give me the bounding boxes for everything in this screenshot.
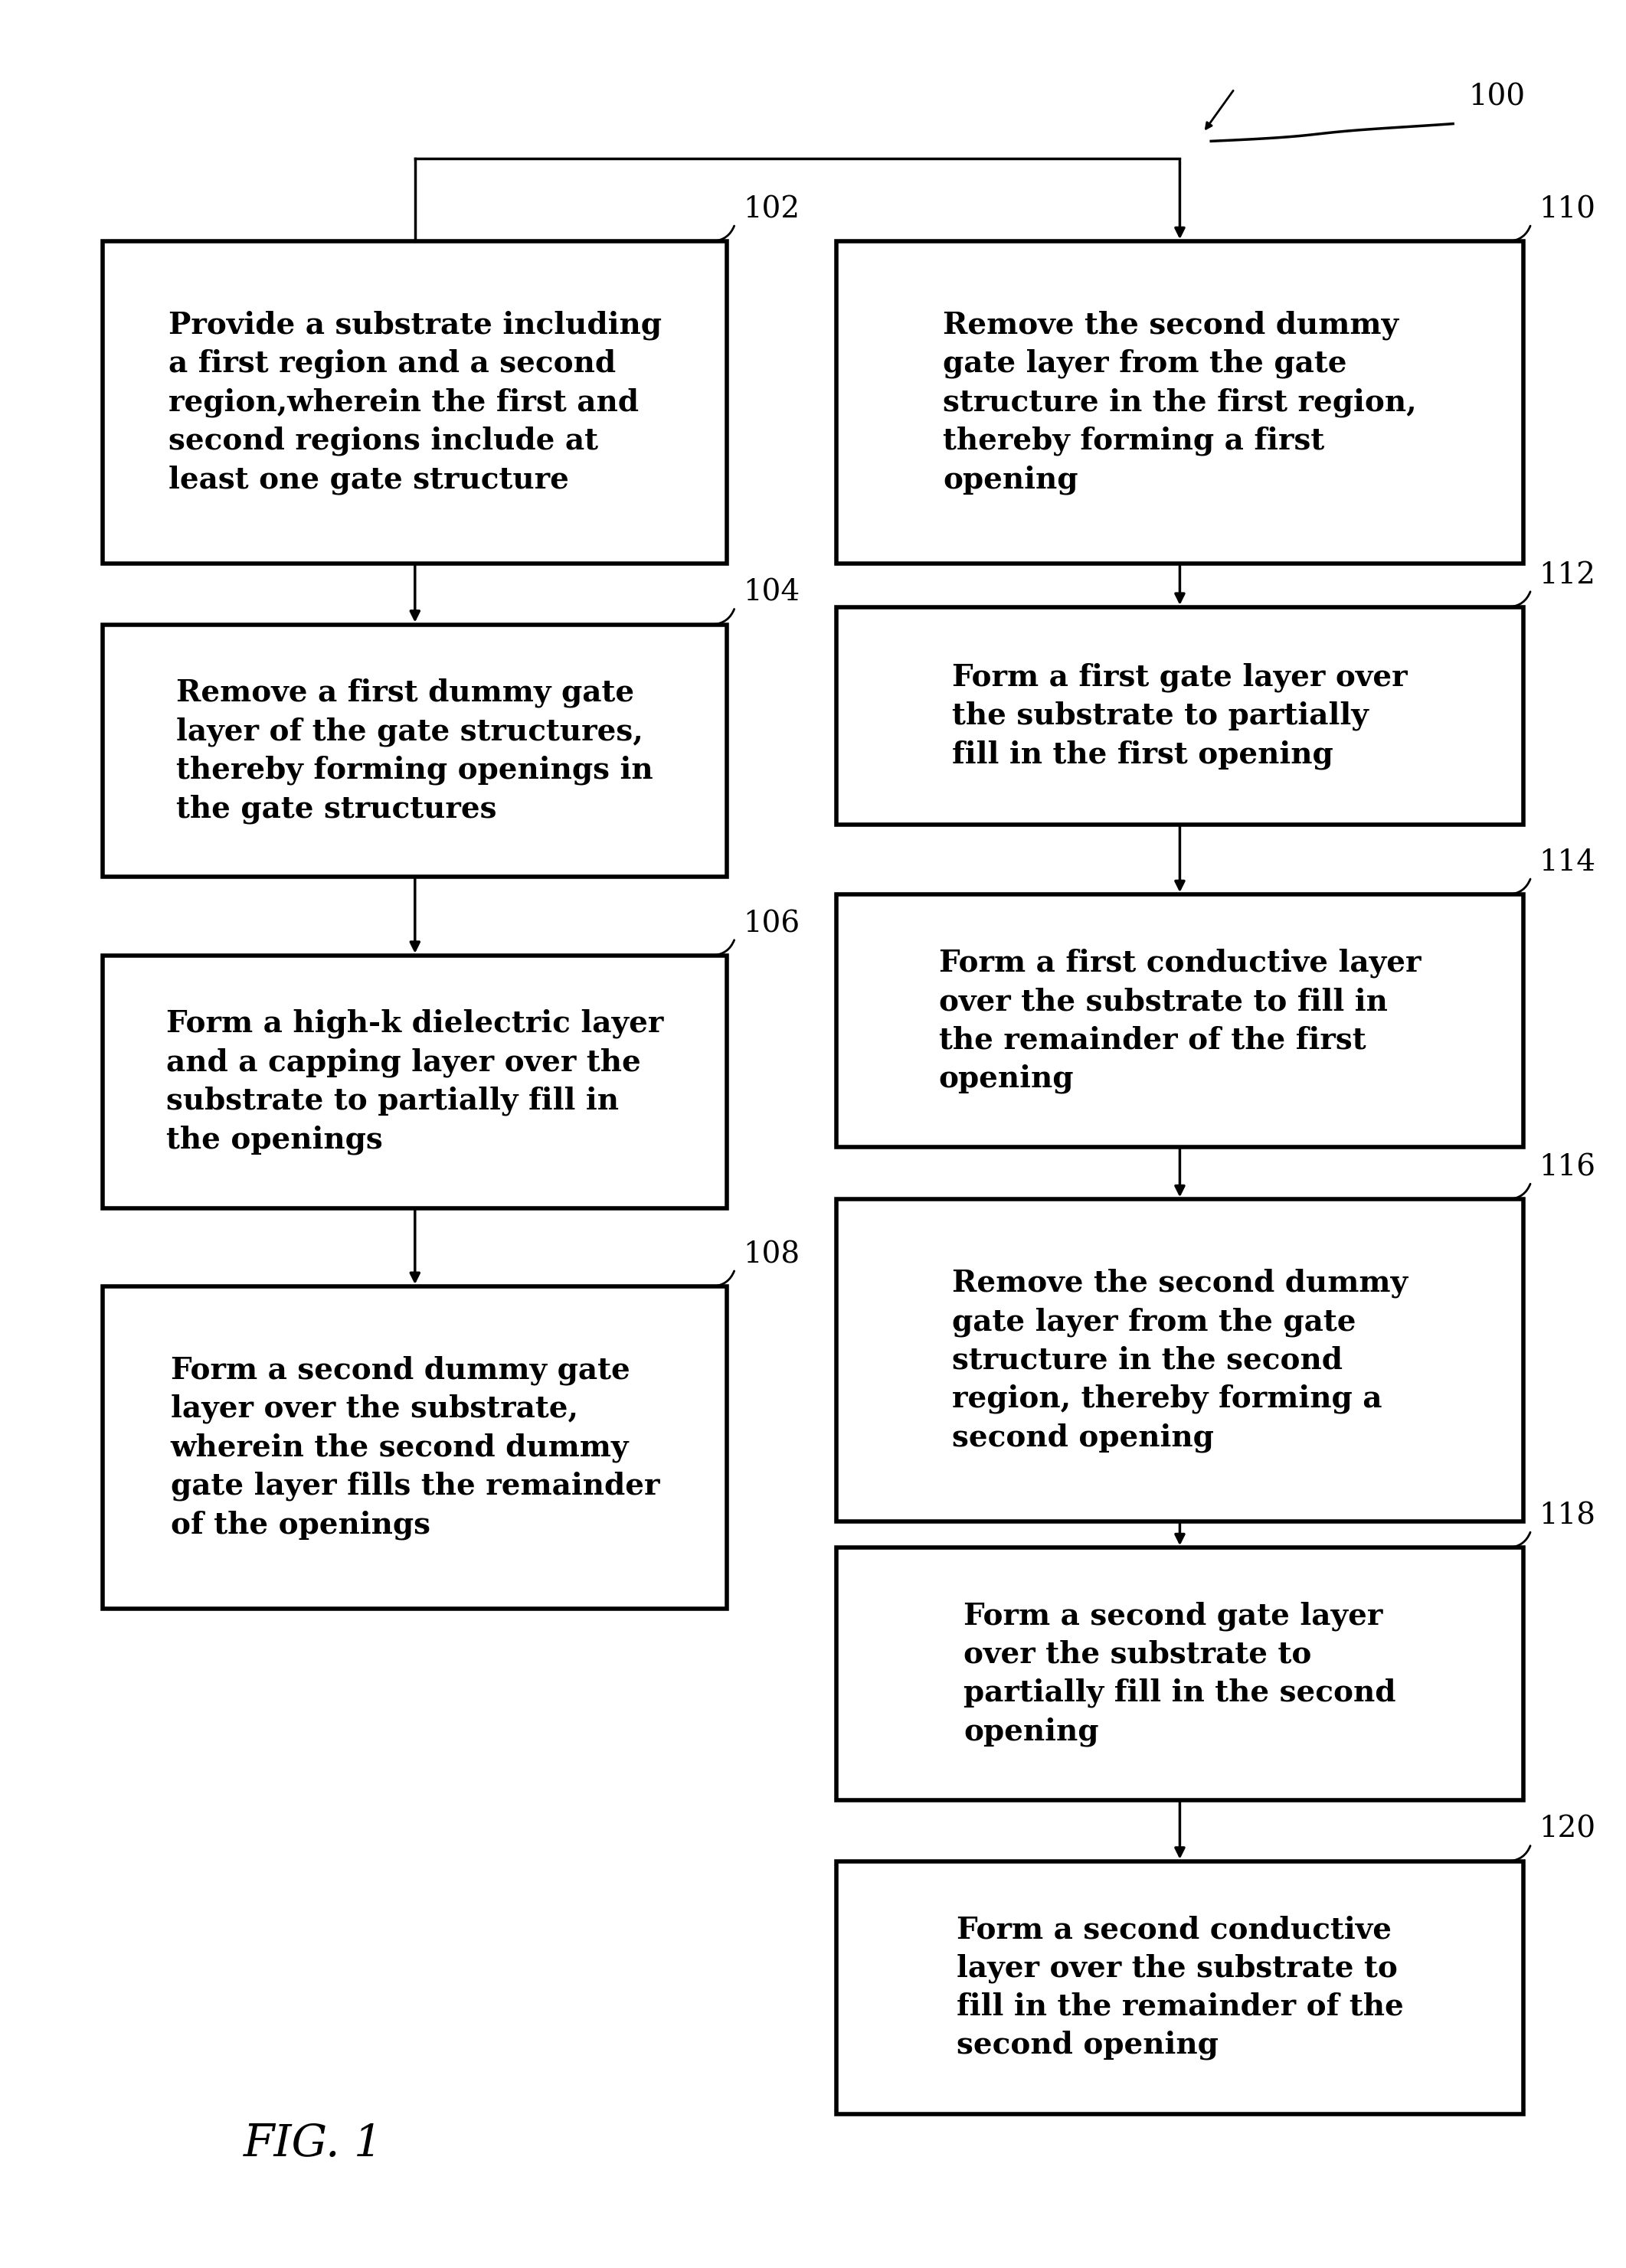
Text: Provide a substrate including
a first region and a second
region,wherein the fir: Provide a substrate including a first re… bbox=[169, 311, 662, 494]
Text: 104: 104 bbox=[743, 578, 800, 608]
Text: Remove the second dummy
gate layer from the gate
structure in the first region,
: Remove the second dummy gate layer from … bbox=[943, 311, 1416, 494]
Text: 106: 106 bbox=[743, 909, 800, 939]
Text: 114: 114 bbox=[1538, 848, 1595, 878]
Text: Remove the second dummy
gate layer from the gate
structure in the second
region,: Remove the second dummy gate layer from … bbox=[951, 1268, 1408, 1452]
Text: 118: 118 bbox=[1538, 1501, 1595, 1531]
Text: Remove a first dummy gate
layer of the gate structures,
thereby forming openings: Remove a first dummy gate layer of the g… bbox=[177, 678, 654, 823]
Text: 100: 100 bbox=[1468, 84, 1525, 111]
Text: 108: 108 bbox=[743, 1241, 800, 1270]
FancyBboxPatch shape bbox=[836, 608, 1524, 826]
Text: Form a high-k dielectric layer
and a capping layer over the
substrate to partial: Form a high-k dielectric layer and a cap… bbox=[166, 1009, 663, 1154]
Text: 116: 116 bbox=[1538, 1154, 1595, 1182]
FancyBboxPatch shape bbox=[836, 1547, 1524, 1801]
FancyBboxPatch shape bbox=[836, 894, 1524, 1148]
Text: 112: 112 bbox=[1538, 562, 1595, 590]
Text: 120: 120 bbox=[1538, 1814, 1595, 1844]
Text: Form a second conductive
layer over the substrate to
fill in the remainder of th: Form a second conductive layer over the … bbox=[956, 1914, 1403, 2059]
FancyBboxPatch shape bbox=[102, 955, 727, 1209]
FancyBboxPatch shape bbox=[102, 624, 727, 878]
Text: Form a second dummy gate
layer over the substrate,
wherein the second dummy
gate: Form a second dummy gate layer over the … bbox=[171, 1356, 660, 1540]
Text: Form a second gate layer
over the substrate to
partially fill in the second
open: Form a second gate layer over the substr… bbox=[964, 1601, 1397, 1746]
Text: FIG. 1: FIG. 1 bbox=[244, 2123, 384, 2166]
FancyBboxPatch shape bbox=[102, 1286, 727, 1608]
FancyBboxPatch shape bbox=[836, 1862, 1524, 2114]
Text: Form a first gate layer over
the substrate to partially
fill in the first openin: Form a first gate layer over the substra… bbox=[953, 662, 1408, 769]
Text: 102: 102 bbox=[743, 195, 800, 225]
FancyBboxPatch shape bbox=[836, 1200, 1524, 1522]
FancyBboxPatch shape bbox=[836, 240, 1524, 562]
Text: 110: 110 bbox=[1538, 195, 1595, 225]
FancyBboxPatch shape bbox=[102, 240, 727, 562]
Text: Form a first conductive layer
over the substrate to fill in
the remainder of the: Form a first conductive layer over the s… bbox=[938, 948, 1421, 1093]
